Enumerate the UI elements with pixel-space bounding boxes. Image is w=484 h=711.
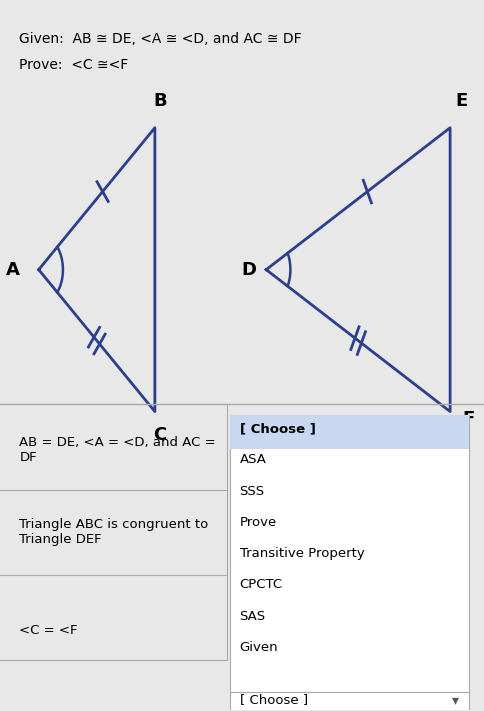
Text: E: E — [455, 92, 467, 110]
Text: D: D — [242, 261, 257, 279]
Text: Prove:  <C ≅<F: Prove: <C ≅<F — [19, 58, 129, 73]
Text: <C = <F: <C = <F — [19, 624, 78, 638]
Text: [ Choose ]: [ Choose ] — [240, 693, 308, 706]
Text: ASA: ASA — [240, 454, 267, 466]
Text: [ Choose ]: [ Choose ] — [240, 422, 316, 435]
Text: Triangle ABC is congruent to
Triangle DEF: Triangle ABC is congruent to Triangle DE… — [19, 518, 209, 546]
Text: Prove: Prove — [240, 516, 277, 529]
Text: C: C — [153, 426, 166, 444]
Text: B: B — [153, 92, 166, 110]
Bar — [230, 692, 469, 711]
Bar — [230, 415, 469, 692]
Text: ▾: ▾ — [452, 693, 458, 707]
Text: A: A — [5, 261, 19, 279]
Bar — [230, 415, 469, 449]
Text: SAS: SAS — [240, 609, 266, 623]
Text: Transitive Property: Transitive Property — [240, 547, 364, 560]
Text: Given: Given — [240, 641, 278, 653]
Text: AB = DE, <A = <D, and AC =
DF: AB = DE, <A = <D, and AC = DF — [19, 437, 216, 464]
Text: Given:  AB ≅ DE, <A ≅ <D, and AC ≅ DF: Given: AB ≅ DE, <A ≅ <D, and AC ≅ DF — [19, 32, 302, 46]
Text: CPCTC: CPCTC — [240, 578, 283, 592]
Text: F: F — [462, 410, 474, 427]
Text: SSS: SSS — [240, 485, 265, 498]
